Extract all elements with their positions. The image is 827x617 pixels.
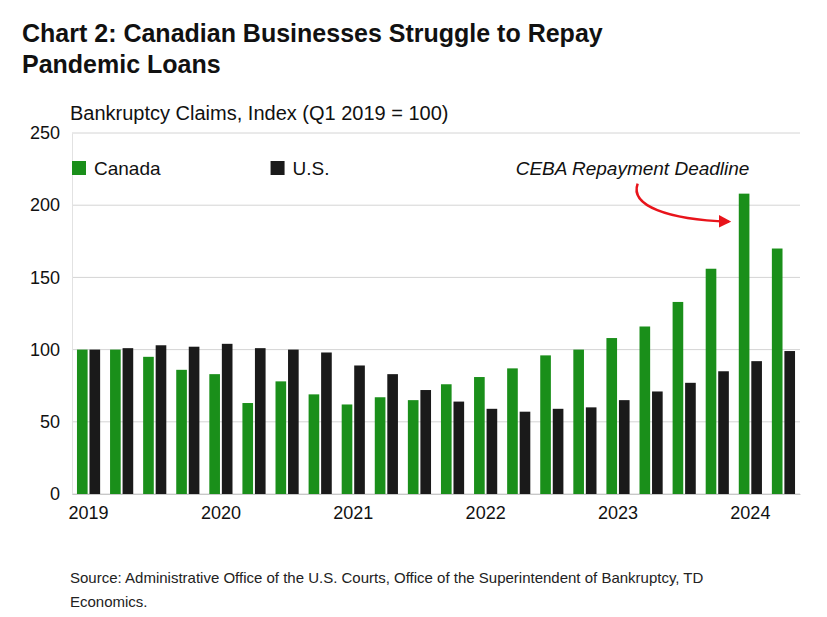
bar	[242, 403, 253, 494]
tick-label: 100	[30, 340, 60, 360]
bar	[222, 344, 233, 494]
tick-label: 2021	[333, 503, 373, 523]
tick: 0	[50, 484, 72, 504]
bars	[77, 194, 795, 494]
legend-item: Canada	[72, 158, 161, 179]
x-axis: 2019 2020 2021 2022 2023 2024	[69, 495, 801, 523]
bar	[474, 377, 485, 494]
bar	[89, 350, 100, 494]
bar	[640, 326, 651, 494]
bar	[209, 374, 220, 494]
bar	[718, 371, 729, 494]
bar	[441, 384, 452, 494]
bar	[408, 400, 419, 494]
annotation-arrow	[637, 184, 729, 222]
text-line: Economics.	[70, 593, 148, 610]
tick: 50	[40, 412, 72, 432]
bar	[751, 361, 762, 494]
bar	[673, 302, 684, 494]
bar	[143, 357, 154, 494]
text-line: Pandemic Loans	[22, 50, 221, 78]
series	[77, 194, 783, 494]
tick: 150	[30, 268, 72, 288]
bar	[573, 350, 584, 494]
bar	[739, 194, 750, 494]
bar	[375, 397, 386, 494]
text-line: Chart 2: Canadian Businesses Struggle to…	[22, 19, 603, 47]
legend-swatch	[72, 161, 86, 175]
bar	[487, 409, 498, 494]
bar	[77, 350, 88, 494]
y-axis: 0 50 100 150 200 250	[30, 123, 73, 504]
bar	[156, 345, 167, 494]
tick: 200	[30, 195, 72, 215]
bar	[706, 269, 717, 494]
tick: 2024	[730, 503, 770, 523]
bar	[176, 370, 187, 494]
bar	[553, 409, 564, 494]
bar	[586, 407, 597, 494]
tick-label: 200	[30, 195, 60, 215]
tick-label: 50	[40, 412, 60, 432]
bar	[309, 394, 320, 494]
subtitle: Bankruptcy Claims, Index (Q1 2019 = 100)	[70, 102, 449, 124]
annotation: CEBA Repayment Deadline	[516, 158, 750, 179]
tick: 2022	[466, 503, 506, 523]
bar	[255, 348, 266, 494]
bar	[110, 350, 121, 494]
grid-line	[72, 349, 800, 350]
bar	[772, 249, 783, 494]
bar	[453, 402, 464, 494]
tick: 2023	[598, 503, 638, 523]
bar	[189, 347, 200, 494]
grid-line	[72, 205, 800, 206]
legend: Canada U.S.	[72, 158, 330, 179]
bar	[685, 383, 696, 494]
text-line: Source: Administrative Office of the U.S…	[70, 569, 704, 586]
source: Source: Administrative Office of the U.S…	[70, 569, 704, 610]
series	[89, 344, 795, 494]
tick: 2020	[201, 503, 241, 523]
bar	[507, 368, 518, 494]
bar	[342, 404, 353, 494]
bar	[784, 351, 795, 494]
title: Chart 2: Canadian Businesses Struggle to…	[22, 19, 603, 78]
tick: 250	[30, 123, 72, 143]
tick-label: 150	[30, 268, 60, 288]
bar	[619, 400, 630, 494]
grid-line	[72, 277, 800, 278]
legend-item: U.S.	[271, 158, 330, 179]
bar	[540, 355, 551, 494]
axis-line	[72, 134, 73, 495]
tick-label: 0	[50, 484, 60, 504]
grid-line	[72, 133, 800, 134]
tick-label: 2024	[730, 503, 770, 523]
legend-swatch	[271, 161, 285, 175]
tick: 100	[30, 340, 72, 360]
bar	[354, 365, 365, 494]
tick: 2021	[333, 503, 373, 523]
tick: 2019	[69, 503, 109, 523]
bar	[420, 390, 431, 494]
bar	[123, 348, 134, 494]
bar	[276, 381, 287, 494]
legend-label: U.S.	[293, 158, 330, 179]
axis-line	[73, 494, 801, 495]
tick-label: 2022	[466, 503, 506, 523]
tick-label: 2023	[598, 503, 638, 523]
bar	[520, 412, 531, 494]
bar	[321, 352, 332, 494]
tick-label: 250	[30, 123, 60, 143]
chart: Chart 2: Canadian Businesses Struggle to…	[0, 0, 827, 617]
tick-label: 2020	[201, 503, 241, 523]
tick-label: 2019	[69, 503, 109, 523]
legend-label: Canada	[94, 158, 161, 179]
bar	[387, 374, 398, 494]
grid	[72, 133, 800, 494]
bar	[288, 350, 299, 494]
bar	[606, 338, 617, 494]
bar	[652, 391, 663, 494]
